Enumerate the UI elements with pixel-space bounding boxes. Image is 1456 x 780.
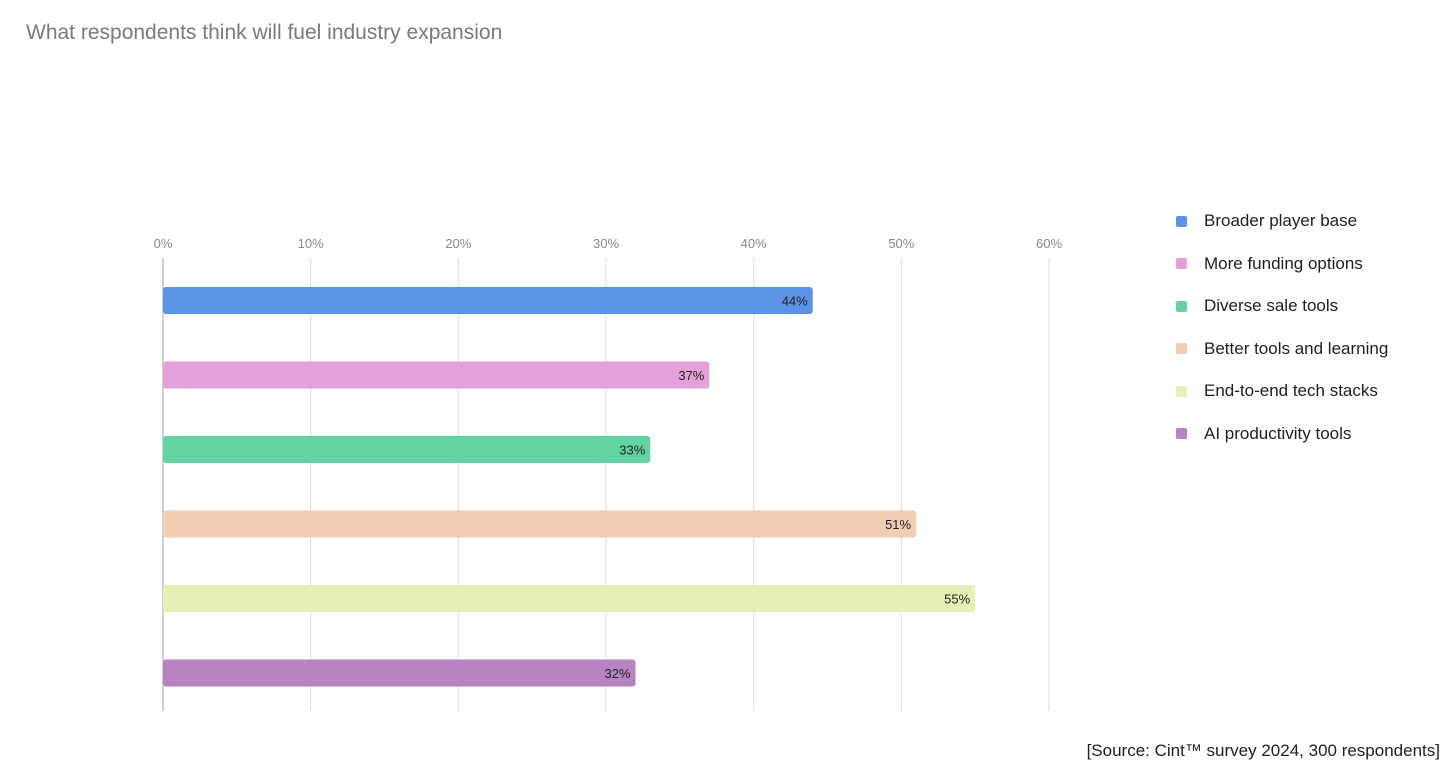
- x-tick-label: 0%: [154, 236, 173, 251]
- legend-label: End-to-end tech stacks: [1204, 381, 1378, 401]
- legend-swatch: [1176, 343, 1187, 355]
- legend-swatch: [1176, 385, 1187, 397]
- bars: [163, 287, 976, 687]
- legend-item: Broader player base: [1176, 200, 1388, 243]
- chart-title: What respondents think will fuel industr…: [26, 21, 503, 44]
- bar: [163, 287, 813, 314]
- data-label: 37%: [678, 368, 704, 383]
- legend-swatch: [1176, 300, 1187, 312]
- legend-item: More funding options: [1176, 243, 1388, 286]
- legend-item: AI productivity tools: [1176, 413, 1388, 456]
- legend-swatch: [1176, 215, 1187, 227]
- legend-item: Diverse sale tools: [1176, 285, 1388, 328]
- data-label: 32%: [605, 666, 631, 681]
- data-label: 55%: [944, 592, 970, 607]
- legend-label: More funding options: [1204, 253, 1363, 273]
- data-label: 44%: [782, 294, 808, 309]
- data-labels: 44% 37% 33% 51% 55% 32%: [605, 294, 971, 682]
- legend-swatch: [1176, 258, 1187, 270]
- x-tick-label: 20%: [445, 236, 471, 251]
- x-tick-label: 10%: [298, 236, 324, 251]
- x-tick-label: 50%: [888, 236, 914, 251]
- data-label: 33%: [619, 443, 645, 458]
- x-axis-ticks: 0% 10% 20% 30% 40% 50% 60%: [154, 236, 1063, 251]
- legend-label: Better tools and learning: [1204, 338, 1389, 358]
- data-label: 51%: [885, 517, 911, 532]
- legend: Broader player base More funding options D…: [1176, 200, 1388, 455]
- bar: [163, 659, 636, 687]
- bar: [163, 510, 917, 538]
- legend-item: Better tools and learning: [1176, 328, 1388, 371]
- legend-swatch: [1176, 428, 1187, 440]
- legend-label: AI productivity tools: [1204, 423, 1352, 443]
- bar: [163, 585, 976, 612]
- bar: [163, 436, 651, 463]
- x-tick-label: 30%: [593, 236, 619, 251]
- bar: [163, 361, 710, 389]
- legend-label: Broader player base: [1204, 211, 1358, 231]
- grid-lines: [162, 258, 1050, 711]
- x-tick-label: 40%: [741, 236, 767, 251]
- source-note: [Source: Cint™ survey 2024, 300 responde…: [1086, 741, 1440, 760]
- legend-label: Diverse sale tools: [1204, 296, 1339, 316]
- x-tick-label: 60%: [1036, 236, 1062, 251]
- legend-item: End-to-end tech stacks: [1176, 370, 1388, 413]
